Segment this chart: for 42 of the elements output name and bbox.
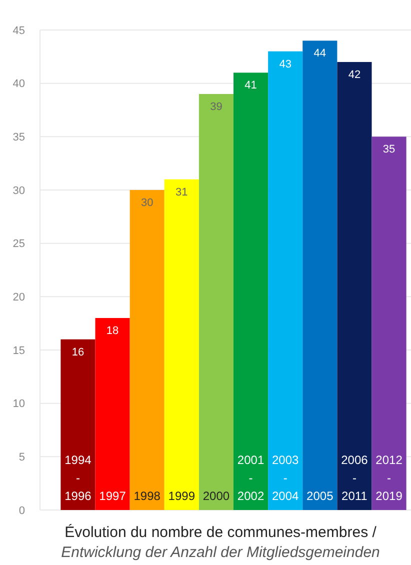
data-label: 42 [348,69,361,81]
data-label: 41 [244,80,257,92]
bar [268,51,303,510]
y-tick-label: 35 [12,132,25,144]
x-tick-label: 1997 [99,489,126,503]
y-tick-label: 30 [12,184,25,197]
bar [302,40,338,510]
x-tick-label: 2000 [202,489,230,503]
text: Évolution du nombre de communes-membres / [64,523,378,541]
bar [234,72,268,510]
y-tick-label: 0 [18,504,25,517]
bar [95,318,130,510]
y-tick-label: 25 [12,238,25,250]
x-tick-label: 1999 [168,489,196,503]
y-tick-label: 15 [12,344,25,357]
y-tick-label: 45 [12,24,25,37]
x-tick-label: 2001 - 2002 [237,453,264,503]
bar [337,62,372,510]
data-label: 31 [176,186,188,198]
data-label: 30 [140,197,154,209]
data-label: 43 [279,58,292,70]
x-tick-label: 2006 - 2011 [341,453,368,503]
text: Entwicklung der Anzahl der Mitgliedsgemeinden [61,544,380,561]
data-label: 35 [382,144,396,156]
x-tick-label: 2003 - 2004 [272,453,300,503]
bar [164,179,199,510]
x-tick-label: 2012 - 2019 [376,453,403,503]
x-tick-label: 1994 - 1996 [64,453,92,503]
y-tick-label: 20 [12,292,25,304]
data-label: 44 [314,48,326,60]
data-label: 39 [210,101,222,113]
x-tick-label: 2005 [306,489,334,503]
bar [60,339,96,510]
bar [130,190,164,510]
bar [198,94,234,510]
y-tick-label: 40 [12,78,25,90]
y-tick-label: 10 [12,398,25,410]
x-tick-label: 1998 [134,489,161,503]
data-label: 16 [72,346,84,358]
bar [372,136,406,510]
y-tick-label: 5 [18,452,25,464]
data-label: 18 [106,325,119,337]
